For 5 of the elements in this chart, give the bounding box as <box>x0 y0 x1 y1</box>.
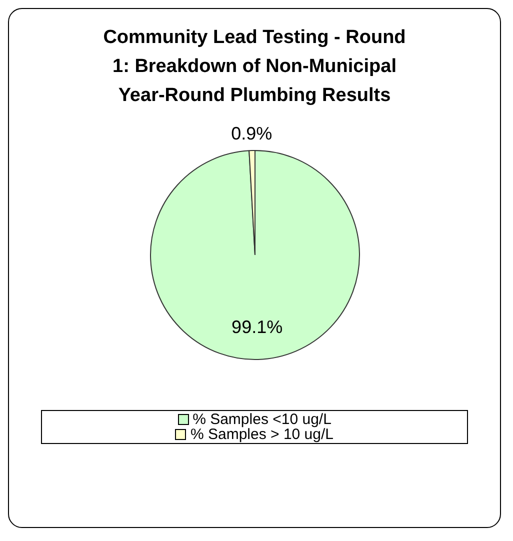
legend-label: % Samples <10 ug/L <box>192 411 332 428</box>
data-label: 0.9% <box>230 124 272 144</box>
chart-title: Community Lead Testing - Round 1: Breakdown of Non-Municipal Year-Round Plumbing Results <box>102 26 407 108</box>
data-label: 99.1% <box>231 317 282 338</box>
legend-label: % Samples > 10 ug/L <box>190 426 334 443</box>
